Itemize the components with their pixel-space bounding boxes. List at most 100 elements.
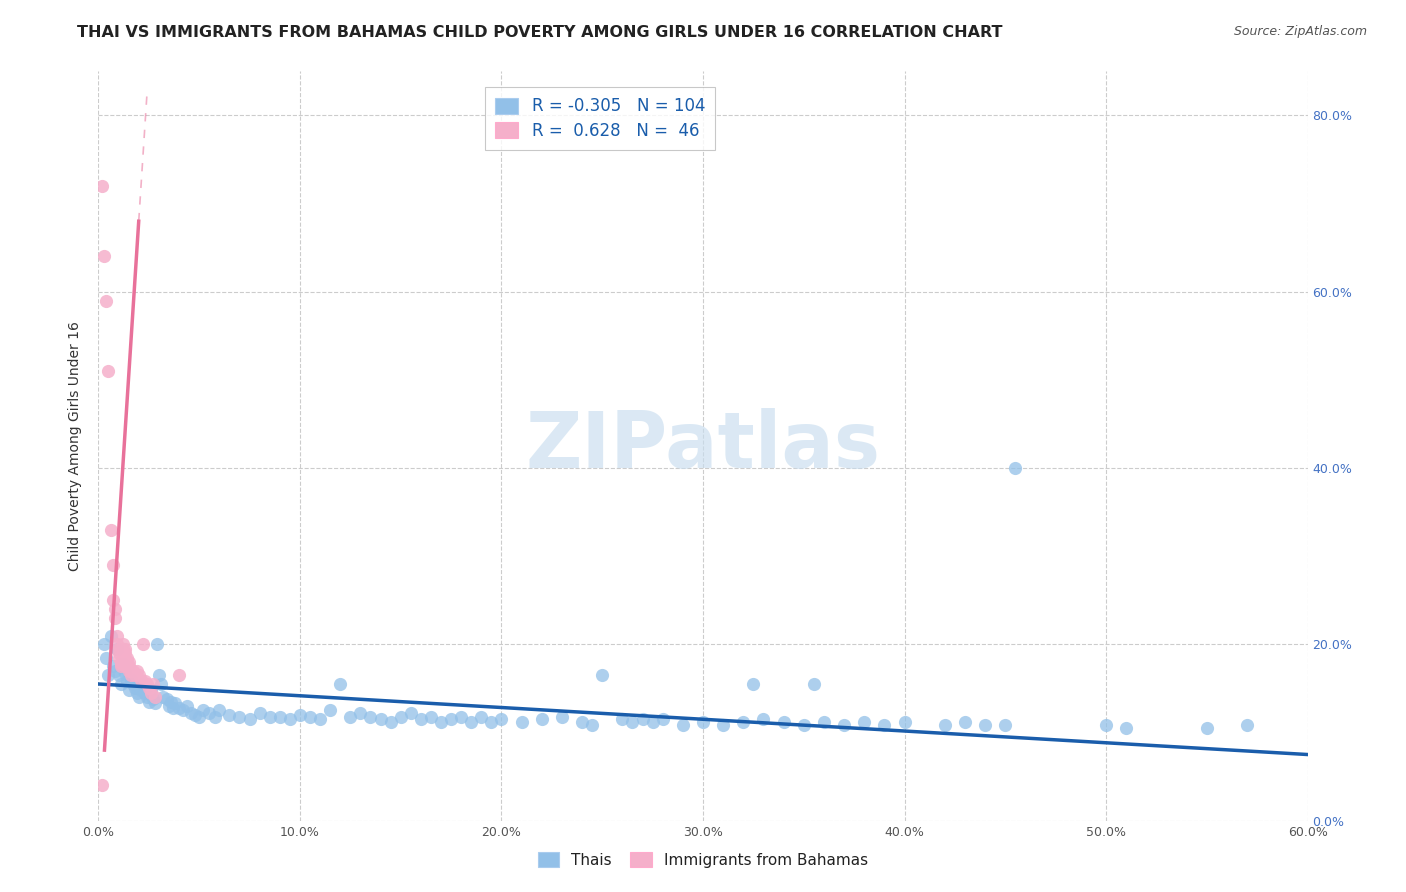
Point bbox=[1195, 721, 1218, 735]
Point bbox=[530, 712, 553, 726]
Point bbox=[198, 706, 221, 720]
Point bbox=[97, 364, 120, 378]
Point bbox=[893, 714, 915, 729]
Point bbox=[934, 718, 956, 732]
Point bbox=[118, 659, 141, 673]
Point bbox=[97, 668, 120, 682]
Point bbox=[111, 637, 134, 651]
Point bbox=[139, 686, 162, 700]
Point bbox=[105, 641, 128, 656]
Point bbox=[752, 712, 775, 726]
Point bbox=[115, 650, 138, 665]
Point bbox=[142, 692, 165, 706]
Point bbox=[138, 681, 160, 696]
Point bbox=[132, 677, 155, 691]
Point bbox=[163, 697, 186, 711]
Point bbox=[349, 706, 371, 720]
Point bbox=[853, 714, 876, 729]
Point bbox=[278, 712, 301, 726]
Point bbox=[309, 712, 332, 726]
Point bbox=[167, 701, 190, 715]
Point bbox=[135, 677, 157, 691]
Point bbox=[105, 637, 128, 651]
Point bbox=[142, 677, 165, 691]
Point bbox=[491, 712, 513, 726]
Point bbox=[193, 703, 215, 717]
Text: ZIPatlas: ZIPatlas bbox=[526, 408, 880, 484]
Point bbox=[101, 593, 124, 607]
Point bbox=[571, 714, 593, 729]
Point bbox=[114, 646, 136, 660]
Point bbox=[208, 703, 231, 717]
Point bbox=[124, 668, 146, 682]
Point bbox=[176, 699, 198, 714]
Point bbox=[107, 650, 129, 665]
Text: Source: ZipAtlas.com: Source: ZipAtlas.com bbox=[1233, 25, 1367, 38]
Point bbox=[440, 712, 463, 726]
Point bbox=[641, 714, 664, 729]
Point bbox=[389, 709, 412, 723]
Point bbox=[107, 641, 129, 656]
Point bbox=[339, 709, 361, 723]
Point bbox=[120, 668, 142, 682]
Point bbox=[974, 718, 997, 732]
Point bbox=[733, 714, 755, 729]
Point bbox=[1115, 721, 1137, 735]
Point bbox=[269, 709, 291, 723]
Point bbox=[128, 668, 150, 682]
Point bbox=[259, 709, 281, 723]
Point bbox=[148, 668, 170, 682]
Point bbox=[430, 714, 453, 729]
Point bbox=[481, 714, 503, 729]
Point bbox=[409, 712, 432, 726]
Point bbox=[124, 681, 146, 696]
Point bbox=[101, 659, 124, 673]
Point bbox=[132, 637, 155, 651]
Point bbox=[111, 657, 134, 671]
Point bbox=[162, 701, 184, 715]
Point bbox=[96, 650, 118, 665]
Point bbox=[118, 655, 141, 669]
Point bbox=[120, 664, 142, 678]
Point bbox=[125, 686, 148, 700]
Point bbox=[107, 668, 129, 682]
Point bbox=[149, 677, 172, 691]
Point bbox=[460, 714, 482, 729]
Point bbox=[100, 628, 122, 642]
Point bbox=[135, 690, 157, 705]
Point bbox=[129, 673, 152, 687]
Point bbox=[143, 697, 166, 711]
Point bbox=[581, 718, 603, 732]
Point bbox=[772, 714, 794, 729]
Point bbox=[249, 706, 271, 720]
Point bbox=[450, 709, 472, 723]
Point bbox=[121, 677, 143, 691]
Point bbox=[93, 250, 115, 264]
Point bbox=[110, 655, 132, 669]
Point bbox=[114, 659, 136, 673]
Point bbox=[110, 659, 132, 673]
Point bbox=[692, 714, 714, 729]
Point bbox=[621, 714, 644, 729]
Point bbox=[742, 677, 765, 691]
Point bbox=[111, 641, 134, 656]
Point bbox=[180, 706, 202, 720]
Point bbox=[631, 712, 654, 726]
Point bbox=[114, 655, 136, 669]
Point bbox=[121, 664, 143, 678]
Point bbox=[188, 709, 211, 723]
Point bbox=[107, 646, 129, 660]
Point bbox=[1095, 718, 1118, 732]
Point bbox=[91, 178, 114, 193]
Point bbox=[120, 673, 142, 687]
Point bbox=[100, 523, 122, 537]
Point bbox=[115, 655, 138, 669]
Point bbox=[110, 657, 132, 671]
Point bbox=[591, 668, 613, 682]
Point bbox=[288, 707, 311, 722]
Point bbox=[1004, 461, 1026, 475]
Point bbox=[551, 709, 574, 723]
Point bbox=[146, 637, 169, 651]
Point bbox=[96, 293, 118, 308]
Point bbox=[813, 714, 835, 729]
